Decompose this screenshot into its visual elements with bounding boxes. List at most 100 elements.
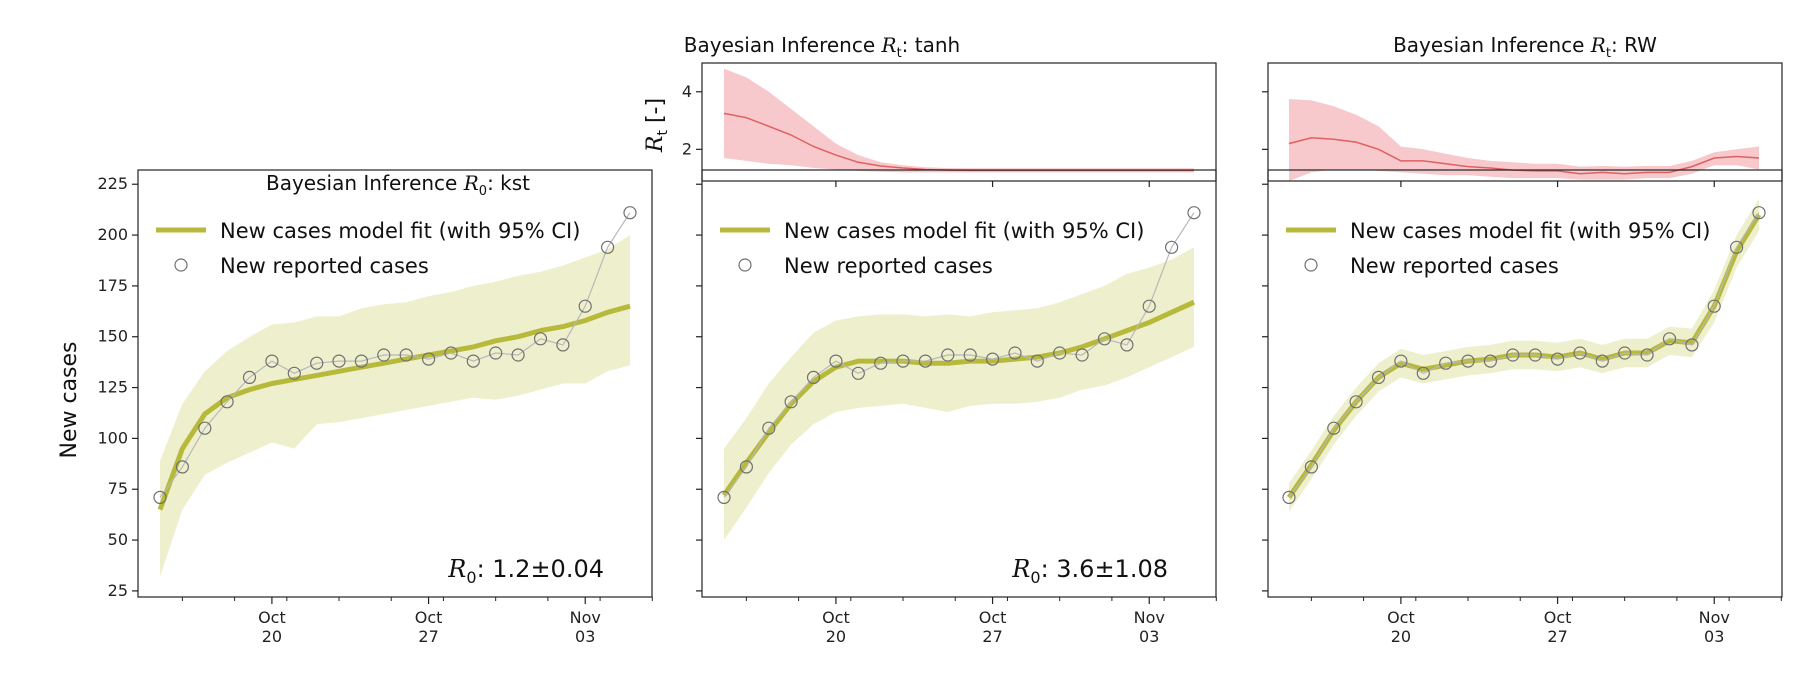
reported-case-marker (310, 356, 324, 370)
y-tick-label: 150 (97, 327, 128, 346)
reported-case-marker (1416, 366, 1430, 380)
panel-rw-rt-frame (1267, 62, 1783, 182)
reported-case-marker (1327, 421, 1341, 435)
reported-case-marker (511, 348, 525, 362)
reported-case-marker (1483, 354, 1498, 368)
reported-case-marker (1618, 346, 1632, 360)
x-tick-label: Oct (415, 608, 443, 627)
y-tick-label: 200 (97, 225, 128, 244)
x-tick-label: 03 (1139, 627, 1159, 646)
y-tick-label: 100 (97, 428, 128, 447)
reported-case-marker (829, 354, 843, 368)
panel-tanh-model-fit (721, 299, 1196, 497)
reported-case-marker (1120, 338, 1134, 352)
reported-case-marker (1142, 299, 1156, 313)
reported-case-marker (1595, 354, 1609, 368)
reported-case-marker (762, 421, 776, 435)
reported-case-marker (220, 395, 234, 409)
reported-case-marker (806, 370, 821, 384)
y-tick-label: 25 (108, 581, 128, 600)
reported-case-marker (784, 395, 798, 409)
panel-rw-rt-x-ticks (1400, 181, 1715, 187)
x-tick-label: Oct (1544, 608, 1572, 627)
x-tick-label: 20 (826, 627, 846, 646)
reported-case-marker (242, 370, 257, 384)
panel-rw-rt-band (1289, 99, 1759, 181)
legend-fit-label: New cases model fit (with 95% CI) (784, 219, 1144, 243)
reported-case-marker (422, 352, 436, 366)
panel-tanh-ci-band (724, 247, 1194, 541)
panel-kst-title: Bayesian Inference R0: kst (266, 171, 530, 199)
reported-case-marker (1752, 206, 1766, 220)
panel-rw-y-ticks (1262, 183, 1268, 592)
panel-kst-legend: New cases model fit (with 95% CI) New re… (156, 219, 580, 278)
panel-rw-rt (1262, 62, 1783, 187)
reported-case-marker (1187, 206, 1201, 220)
panel-tanh-legend: New cases model fit (with 95% CI) New re… (720, 219, 1144, 278)
reported-case-marker (466, 354, 480, 368)
reported-cases-line (159, 212, 631, 498)
reported-case-marker (354, 354, 368, 368)
ci-band-area (160, 235, 630, 577)
legend-reported-swatch (1304, 258, 1318, 272)
reported-case-marker (1685, 338, 1699, 352)
reported-case-marker (600, 240, 615, 254)
panel-rw-frame (1267, 169, 1783, 598)
reported-case-marker (198, 421, 212, 435)
reported-case-marker (1030, 354, 1044, 368)
reported-case-marker (265, 354, 279, 368)
reported-case-marker (287, 366, 301, 380)
reported-cases-line (723, 212, 1195, 498)
y-tick-label: 175 (97, 276, 128, 295)
panel-tanh-frame (701, 169, 1217, 598)
reported-case-marker (1164, 240, 1179, 254)
reported-case-marker (963, 348, 977, 362)
reported-case-marker (1662, 332, 1677, 346)
reported-cases-line (1288, 212, 1760, 498)
panel-tanh-rt-y-axis: 24 (682, 82, 702, 158)
panel-rw-reported-line (1288, 212, 1760, 498)
y-tick-label: 125 (97, 378, 128, 397)
x-tick-label: Nov (1699, 608, 1730, 627)
x-tick-label: Oct (822, 608, 850, 627)
reported-case-marker (556, 338, 570, 352)
reported-case-marker (153, 490, 167, 504)
reported-case-marker (1640, 348, 1654, 362)
reported-case-marker (1506, 348, 1520, 362)
x-tick-label: 03 (1704, 627, 1724, 646)
reported-case-marker (1053, 346, 1067, 360)
panel-kst-reported-markers (153, 206, 637, 504)
reported-case-marker (1461, 354, 1475, 368)
reported-case-marker (1707, 299, 1721, 313)
x-tick-label: Nov (570, 608, 601, 627)
reported-case-marker (1075, 348, 1089, 362)
reported-case-marker (399, 348, 413, 362)
panel-tanh-reported-line (723, 212, 1195, 498)
reported-case-marker (1282, 490, 1296, 504)
reported-case-marker (1439, 356, 1453, 370)
rt-ci-band-area (1289, 99, 1759, 181)
panel-kst-ci-band (160, 235, 630, 577)
legend-reported-swatch (738, 258, 752, 272)
legend-reported-swatch (174, 258, 188, 272)
legend-fit-label: New cases model fit (with 95% CI) (1350, 219, 1710, 243)
model-fit-line (157, 303, 631, 511)
x-tick-label: Oct (1387, 608, 1415, 627)
reported-case-marker (1349, 395, 1363, 409)
legend-fit-label: New cases model fit (with 95% CI) (220, 219, 580, 243)
x-tick-label: 20 (1391, 627, 1411, 646)
panel-kst-frame (137, 169, 653, 598)
reported-case-marker (717, 490, 731, 504)
panel-rw-legend: New cases model fit (with 95% CI) New re… (1286, 219, 1710, 278)
x-tick-label: 03 (575, 627, 595, 646)
panel-tanh-r0-annotation: R0: 3.6±1.08 (1011, 555, 1168, 587)
rt-y-axis-label: Rt [-] (643, 98, 671, 153)
panel-kst-y-axis: 25 50 75 100 125 150 175 200 225 (97, 174, 138, 600)
reported-case-marker (1371, 370, 1386, 384)
panel-rw-title: Bayesian Inference Rt: RW (1393, 33, 1657, 61)
rt-ci-band-area (724, 68, 1194, 173)
panel-tanh-title: Bayesian Inference Rt: tanh (684, 33, 960, 61)
